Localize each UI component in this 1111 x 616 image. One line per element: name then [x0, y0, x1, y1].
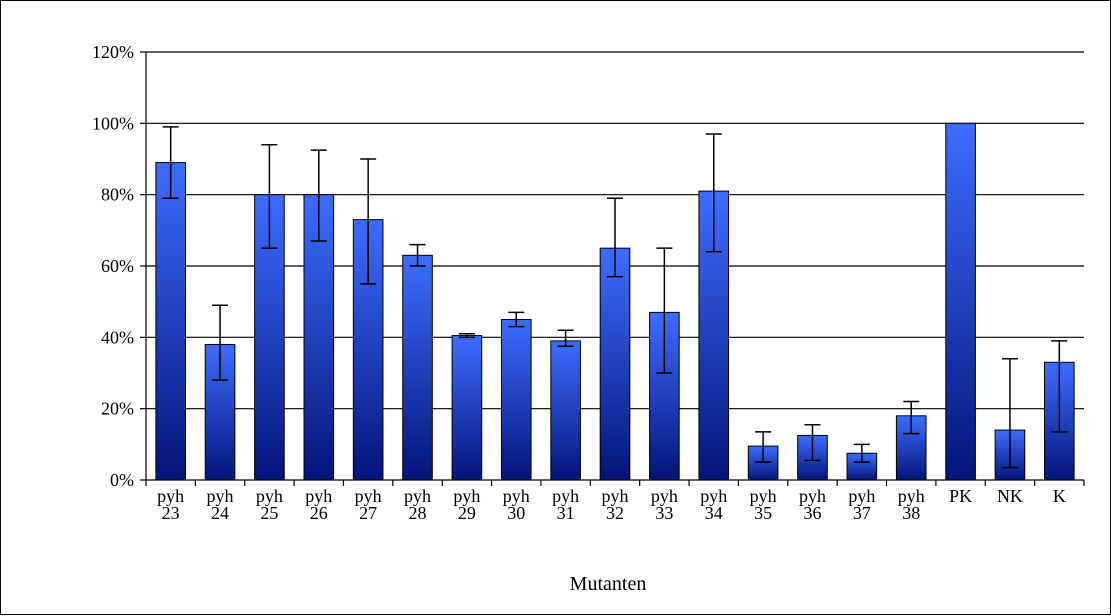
- x-tick-labels: pyh23pyh24pyh25pyh26pyh27pyh28pyh29pyh30…: [157, 486, 1066, 523]
- x-tick-label: pyh: [750, 486, 777, 506]
- x-tick-label: pyh: [355, 486, 382, 506]
- x-tick-label: 24: [211, 503, 229, 523]
- x-tick-label: pyh: [256, 486, 283, 506]
- x-axis-label: Mutanten: [570, 573, 647, 595]
- x-tick-label: pyh: [404, 486, 431, 506]
- x-tick-label: pyh: [552, 486, 579, 506]
- x-tick-label: pyh: [799, 486, 826, 506]
- x-tick-label: pyh: [207, 486, 234, 506]
- x-tick-label: 23: [162, 503, 180, 523]
- x-tick-label: pyh: [453, 486, 480, 506]
- x-tick-label: 31: [557, 503, 575, 523]
- x-tick-label: NK: [997, 486, 1023, 506]
- y-tick-label: 120%: [92, 42, 134, 62]
- x-tick-label: pyh: [305, 486, 332, 506]
- y-tick-label: 20%: [101, 399, 134, 419]
- bar: [155, 162, 186, 481]
- y-tick-label: 0%: [110, 470, 134, 490]
- x-tick-label: pyh: [503, 486, 530, 506]
- x-tick-label: 38: [902, 503, 920, 523]
- x-tick-label: 37: [853, 503, 871, 523]
- x-tick-label: 33: [655, 503, 673, 523]
- x-tick-label: 35: [754, 503, 772, 523]
- x-tick-label: 27: [359, 503, 377, 523]
- x-tick-label: 25: [260, 503, 278, 523]
- x-tick-label: 36: [803, 503, 821, 523]
- bar: [500, 319, 532, 481]
- x-tick-label: 26: [310, 503, 328, 523]
- x-tick-label: 29: [458, 503, 476, 523]
- x-tick-label: pyh: [700, 486, 727, 506]
- bar: [402, 254, 433, 481]
- y-tick-label: 100%: [92, 113, 134, 133]
- error-bar-layer: [162, 126, 1068, 469]
- x-tick-label: K: [1053, 486, 1066, 506]
- y-tick-label: 40%: [101, 327, 134, 347]
- y-tick-labels: 0% 20% 40% 60% 80% 100% 120%: [92, 42, 134, 490]
- bar: [303, 194, 335, 481]
- y-tick-label: 60%: [101, 256, 134, 276]
- bar: [945, 122, 976, 481]
- x-tick-label: pyh: [157, 486, 184, 506]
- bar: [550, 340, 581, 481]
- bar: [451, 335, 483, 481]
- x-tick-label: pyh: [602, 486, 629, 506]
- bar: [599, 247, 631, 481]
- y-tick-label: 80%: [101, 185, 134, 205]
- x-tick-label: 32: [606, 503, 624, 523]
- x-tick-label: pyh: [898, 486, 925, 506]
- x-tick-label: 34: [705, 503, 723, 523]
- bar-layer: [155, 122, 1075, 481]
- x-tick-label: pyh: [848, 486, 875, 506]
- x-tick-label: 28: [409, 503, 427, 523]
- axis-layer: [140, 51, 1085, 486]
- x-tick-label: PK: [949, 486, 972, 506]
- x-tick-label: 30: [507, 503, 525, 523]
- x-tick-label: pyh: [651, 486, 678, 506]
